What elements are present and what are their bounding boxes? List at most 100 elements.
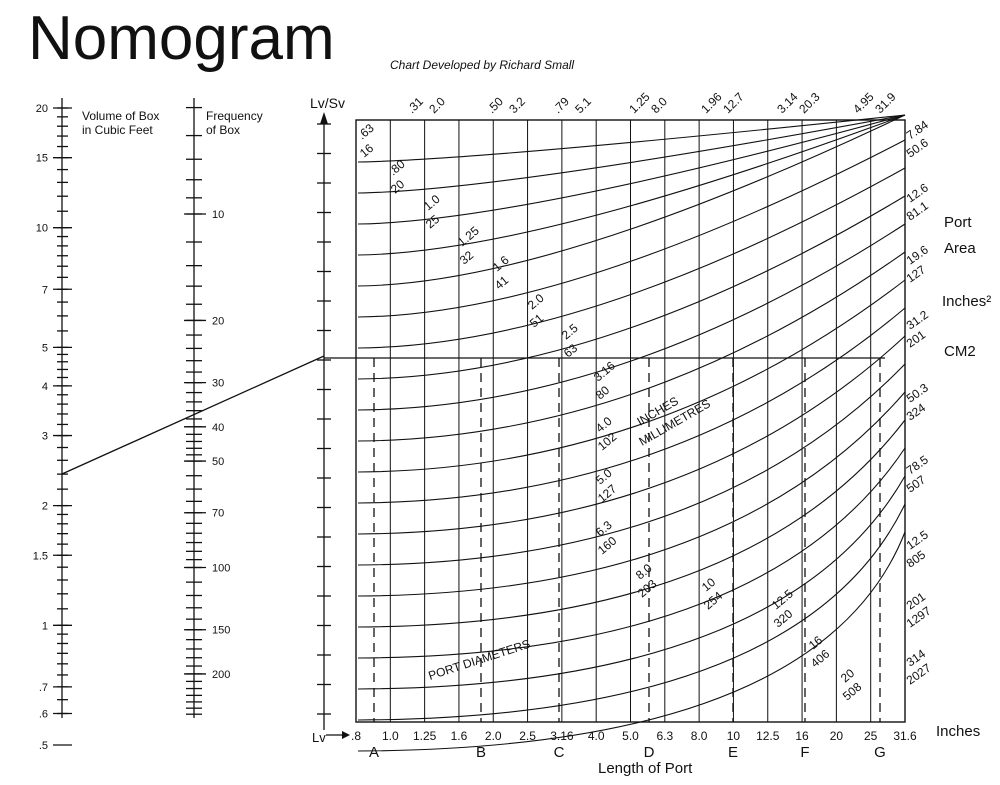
port-area-unit-cm: CM2 [944, 343, 976, 360]
marker-letter: C [554, 744, 565, 761]
port-area-curve [357, 531, 906, 752]
area-label-top-cm: 20.3 [796, 89, 823, 116]
area-label-top-cm: 12.7 [720, 89, 747, 116]
length-tick-label: 1.6 [451, 729, 468, 743]
port-area-curve [357, 503, 906, 721]
frequency-tick-label: 70 [212, 508, 224, 520]
frequency-tick-label: 50 [212, 456, 224, 468]
diameter-label-mm: 127 [595, 481, 620, 505]
volume-tick-label: 10 [36, 223, 48, 235]
length-tick-label: 12.5 [756, 729, 780, 743]
length-tick-label: 6.3 [656, 729, 673, 743]
frequency-scale-label-line1: Frequency [206, 109, 263, 123]
port-area-curve [357, 114, 906, 225]
volume-tick-label: 20 [36, 103, 48, 115]
port-area-curve [357, 307, 906, 504]
port-area-curve [357, 114, 906, 163]
port-area-curve [357, 391, 906, 597]
marker-letter: G [874, 744, 886, 761]
frequency-tick-label: 10 [212, 209, 224, 221]
volume-tick-label: .7 [39, 682, 48, 694]
area-label-top-cm: 2.0 [426, 94, 448, 116]
x-axis-title: Length of Port [598, 760, 693, 777]
diameter-label-mm: 25 [423, 212, 442, 232]
frequency-tick-label: 30 [212, 378, 224, 390]
length-tick-label: 1.0 [382, 729, 399, 743]
area-label-top-inches: 4.95 [850, 89, 877, 116]
area-label-top-cm: 8.0 [648, 94, 670, 116]
diameter-label-mm: 406 [808, 646, 833, 670]
volume-tick-label: 3 [42, 431, 48, 443]
port-area-curve [357, 223, 906, 411]
volume-tick-label: 4 [42, 381, 48, 393]
volume-tick-label: 7 [42, 284, 48, 296]
port-area-curve [357, 114, 906, 256]
port-area-curve [357, 114, 906, 287]
area-label-right-cm: 81.1 [904, 198, 931, 223]
diameter-label-inches: 3.16 [591, 358, 618, 384]
port-area-label-1: Port [944, 214, 972, 231]
marker-letter: B [476, 744, 486, 761]
lv-sv-top-label: Lv/Sv [310, 95, 345, 111]
diameter-label-inches: .63 [355, 121, 377, 143]
diameter-label-mm: 203 [635, 576, 660, 600]
diameter-label-mm: 20 [388, 177, 407, 197]
area-label-right-cm: 50.6 [904, 135, 931, 160]
area-label-top-inches: .79 [550, 94, 572, 116]
area-label-right-cm: 507 [904, 472, 929, 495]
port-area-curve [357, 167, 906, 349]
volume-scale-label-line2: in Cubic Feet [82, 123, 153, 137]
lv-arrow-head [342, 731, 350, 739]
volume-tick-label: 1.5 [33, 550, 48, 562]
diameter-label-mm: 320 [771, 606, 796, 630]
volume-tick-label: .6 [39, 708, 48, 720]
frequency-tick-label: 200 [212, 669, 230, 681]
area-label-top-inches: 1.25 [626, 89, 653, 116]
volume-tick-label: .5 [39, 740, 48, 752]
diameter-label-mm: 508 [840, 679, 865, 703]
lv-bottom-label: Lv [312, 730, 326, 745]
volume-tick-label: 1 [42, 620, 48, 632]
length-tick-label: 25 [864, 729, 878, 743]
length-tick-label: 3.16 [550, 729, 574, 743]
area-label-top-inches: 3.14 [774, 89, 801, 116]
volume-scale-label-line1: Volume of Box [82, 109, 160, 123]
area-label-top-cm: 3.2 [506, 94, 528, 116]
port-area-curve [357, 363, 906, 566]
diameter-label-mm: 51 [527, 311, 546, 331]
port-area-curve [357, 335, 906, 535]
page-title: Nomogram [28, 4, 335, 73]
port-area-label-2: Area [944, 240, 976, 257]
length-unit-label: Inches [936, 723, 981, 740]
length-tick-label: 20 [830, 729, 844, 743]
marker-letter: A [369, 744, 379, 761]
area-label-right-cm: 127 [904, 262, 929, 285]
port-area-curve [357, 447, 906, 659]
area-label-top-inches: .50 [484, 94, 506, 116]
port-area-curve [357, 114, 906, 194]
area-label-top-cm: 5.1 [572, 94, 594, 116]
diameter-label-mm: 41 [492, 273, 511, 293]
frequency-tick-label: 100 [212, 563, 230, 575]
frequency-tick-label: 20 [212, 315, 224, 327]
diameter-label-inches: 2.0 [525, 291, 547, 313]
length-tick-label: 16 [795, 729, 809, 743]
port-area-curve [357, 475, 906, 690]
length-tick-label: 31.6 [893, 729, 917, 743]
diameter-label-mm: 160 [595, 533, 620, 557]
area-label-top-inches: 1.96 [698, 89, 725, 116]
length-tick-label: 2.5 [519, 729, 536, 743]
port-area-curve [357, 419, 906, 628]
area-label-top-cm: 31.9 [872, 89, 899, 116]
volume-tick-label: 2 [42, 501, 48, 513]
port-area-curve [357, 279, 906, 473]
length-tick-label: 8.0 [691, 729, 708, 743]
port-area-unit-inches: Inches² [942, 293, 992, 310]
marker-letter: F [800, 744, 809, 761]
length-tick-label: 1.25 [413, 729, 437, 743]
area-label-right-cm: 201 [904, 327, 929, 350]
frequency-scale-label-line2: of Box [206, 123, 241, 137]
volume-tick-label: 15 [36, 153, 48, 165]
length-tick-label: 2.0 [485, 729, 502, 743]
